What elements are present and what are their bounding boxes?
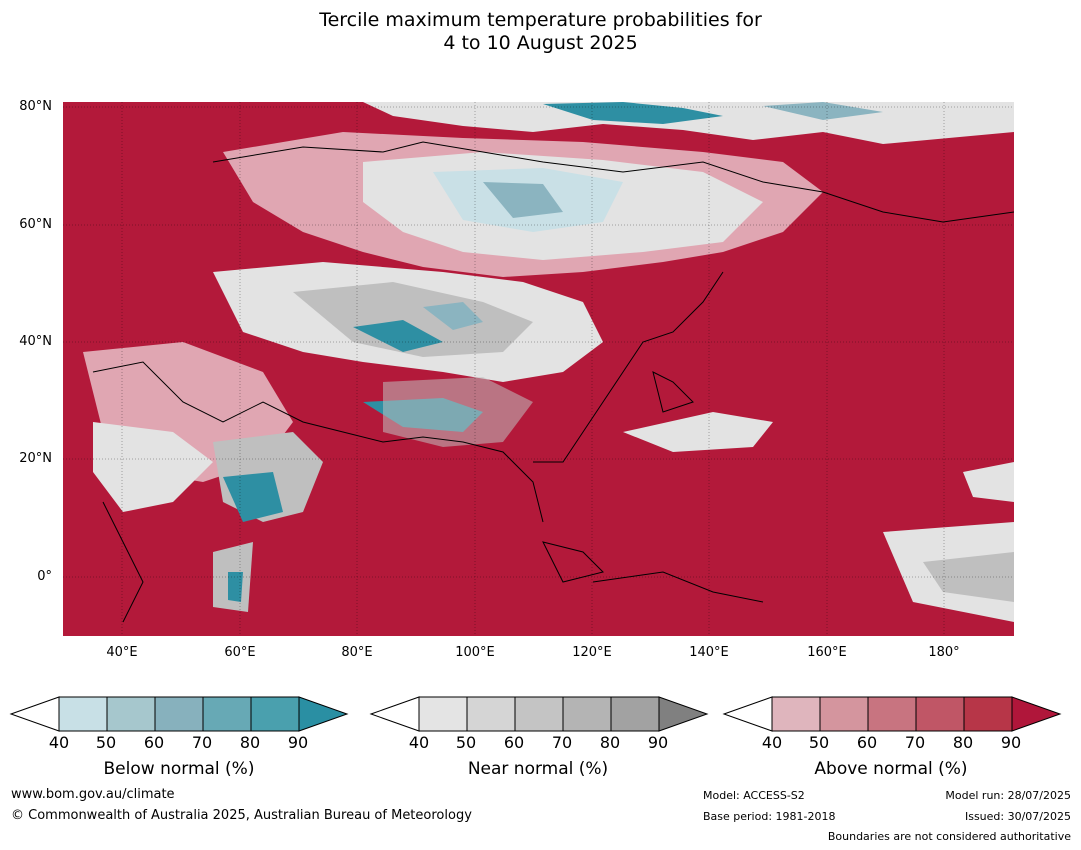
arabian-sea-below-dark bbox=[223, 472, 283, 522]
copyright-text: © Commonwealth of Australia 2025, Austra… bbox=[11, 808, 472, 823]
colorbar-above-bin-5 bbox=[963, 696, 1013, 732]
siberia-below-mid bbox=[483, 182, 563, 218]
tibet-near-mid bbox=[383, 377, 533, 447]
colorbar-below-extend-high bbox=[298, 696, 349, 732]
colorbar-below-tick-60: 60 bbox=[143, 733, 165, 752]
coastlines bbox=[92, 141, 1014, 623]
colorbar-near-extend-high bbox=[658, 696, 709, 732]
lon-label-80e: 80°E bbox=[341, 645, 373, 660]
arctic-below-dark bbox=[543, 102, 723, 124]
colorbar-below-tick-80: 80 bbox=[239, 733, 261, 752]
colorbar-below-tick-90: 90 bbox=[287, 733, 309, 752]
east-pacific-near-light-2 bbox=[963, 462, 1014, 502]
colorbar-near-tick-40: 40 bbox=[408, 733, 430, 752]
base-period-text: Base period: 1981-2018 bbox=[703, 810, 836, 823]
central-asia-near-mid bbox=[293, 282, 533, 357]
lat-label-60n: 60°N bbox=[19, 217, 52, 232]
colorbar-below-bin-4 bbox=[202, 696, 252, 732]
colorbar-above-extend-high bbox=[1011, 696, 1062, 732]
colorbar-near-bin-3 bbox=[514, 696, 564, 732]
colorbar-below-svg bbox=[9, 696, 349, 732]
colorbar-below-tick-40: 40 bbox=[48, 733, 70, 752]
colorbar-below-title: Below normal (%) bbox=[103, 759, 255, 779]
arabia-near-light bbox=[93, 422, 213, 512]
colorbar-near-tick-70: 70 bbox=[551, 733, 573, 752]
colorbar-below bbox=[9, 696, 349, 734]
colorbar-near-title: Near normal (%) bbox=[467, 759, 609, 779]
map-title: Tercile maximum temperature probabilitie… bbox=[0, 9, 1081, 55]
colorbar-below-tick-50: 50 bbox=[95, 733, 117, 752]
title-line-1: Tercile maximum temperature probabilitie… bbox=[319, 9, 762, 31]
title-line-2: 4 to 10 August 2025 bbox=[443, 32, 638, 54]
colorbar-near-bin-4 bbox=[562, 696, 612, 732]
colorbar-near-tick-60: 60 bbox=[503, 733, 525, 752]
colorbar-near-tick-50: 50 bbox=[455, 733, 477, 752]
probability-map bbox=[63, 102, 1014, 636]
colorbar-near-tick-90: 90 bbox=[647, 733, 669, 752]
lat-label-80n: 80°N bbox=[19, 99, 52, 114]
lon-label-160e: 160°E bbox=[807, 645, 847, 660]
colorbar-below-bin-5 bbox=[250, 696, 300, 732]
colorbar-above-bin-4 bbox=[915, 696, 965, 732]
colorbar-below-bin-1 bbox=[58, 696, 108, 732]
lon-label-40e: 40°E bbox=[106, 645, 138, 660]
lon-label-140e: 140°E bbox=[689, 645, 729, 660]
map-canvas bbox=[63, 102, 1014, 636]
lon-label-180: 180° bbox=[928, 645, 960, 660]
equatorial-below-dark bbox=[228, 572, 243, 602]
lon-label-100e: 100°E bbox=[455, 645, 495, 660]
lon-label-60e: 60°E bbox=[224, 645, 256, 660]
model-text: Model: ACCESS-S2 bbox=[703, 789, 805, 802]
colorbar-above-bin-1 bbox=[771, 696, 821, 732]
colorbar-above-title: Above normal (%) bbox=[814, 759, 968, 779]
colorbar-below-tick-70: 70 bbox=[191, 733, 213, 752]
disclaimer-text: Boundaries are not considered authoritat… bbox=[827, 830, 1071, 843]
graticule bbox=[63, 102, 1014, 636]
model-run-text: Model run: 28/07/2025 bbox=[945, 789, 1071, 802]
colorbar-below-extend-low bbox=[9, 696, 60, 732]
website-link[interactable]: www.bom.gov.au/climate bbox=[11, 787, 175, 802]
colorbar-near-tick-80: 80 bbox=[599, 733, 621, 752]
colorbar-above-tick-70: 70 bbox=[904, 733, 926, 752]
colorbar-above-tick-80: 80 bbox=[952, 733, 974, 752]
arctic-below-mid bbox=[763, 102, 883, 120]
colorbar-near-bin-2 bbox=[466, 696, 516, 732]
colorbar-near-bin-5 bbox=[610, 696, 660, 732]
lat-label-20n: 20°N bbox=[19, 451, 52, 466]
colorbar-above-svg bbox=[722, 696, 1062, 732]
colorbar-above-tick-40: 40 bbox=[761, 733, 783, 752]
colorbar-above-bin-2 bbox=[819, 696, 869, 732]
colorbar-near-bin-1 bbox=[418, 696, 468, 732]
colorbar-near bbox=[369, 696, 709, 734]
mongolia-below-mid bbox=[423, 302, 483, 330]
central-asia-below-dark bbox=[353, 320, 443, 352]
colorbar-above-tick-90: 90 bbox=[1000, 733, 1022, 752]
colorbar-above-tick-60: 60 bbox=[856, 733, 878, 752]
lat-label-0: 0° bbox=[37, 569, 52, 584]
colorbar-above-extend-low bbox=[722, 696, 773, 732]
colorbar-near-svg bbox=[369, 696, 709, 732]
pacific-near-light bbox=[623, 412, 773, 452]
lon-label-120e: 120°E bbox=[572, 645, 612, 660]
lat-label-40n: 40°N bbox=[19, 334, 52, 349]
colorbar-below-bin-3 bbox=[154, 696, 204, 732]
issued-text: Issued: 30/07/2025 bbox=[964, 810, 1071, 823]
colorbar-above-tick-50: 50 bbox=[808, 733, 830, 752]
colorbar-above-bin-3 bbox=[867, 696, 917, 732]
east-pacific-near-mid bbox=[923, 552, 1014, 602]
colorbar-below-bin-2 bbox=[106, 696, 156, 732]
colorbar-above bbox=[722, 696, 1062, 734]
colorbar-near-extend-low bbox=[369, 696, 420, 732]
